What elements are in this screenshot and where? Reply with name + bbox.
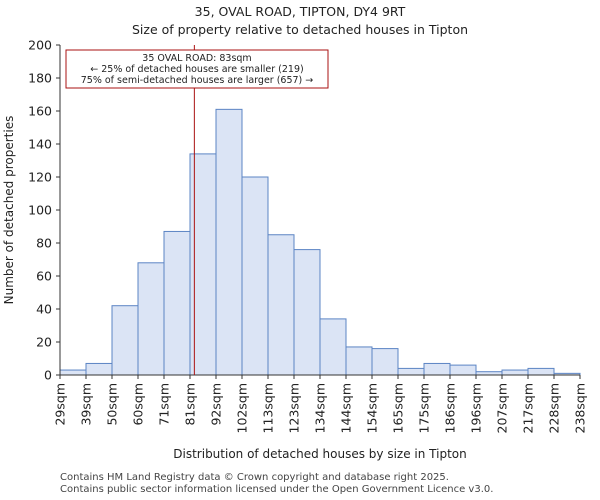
- footer-licence: Contains public sector information licen…: [60, 484, 494, 495]
- x-tick-label: 92sqm: [209, 383, 224, 426]
- histogram-bar: [241, 176, 269, 376]
- annotation-line: ← 25% of detached houses are smaller (21…: [90, 64, 303, 75]
- y-tick-label: 180: [28, 71, 52, 86]
- x-tick-label: 217sqm: [521, 383, 536, 433]
- footer-copyright: Contains HM Land Registry data © Crown c…: [60, 472, 449, 483]
- x-tick-label: 113sqm: [261, 383, 276, 433]
- y-axis-label: Number of detached properties: [2, 116, 16, 305]
- annotation-box: [65, 49, 329, 89]
- x-tick-label: 71sqm: [157, 383, 172, 426]
- y-tick-label: 120: [28, 170, 52, 185]
- x-tick-label: 238sqm: [573, 383, 588, 433]
- annotation-line: 35 OVAL ROAD: 83sqm: [142, 53, 251, 64]
- x-tick-label: 102sqm: [235, 383, 250, 433]
- y-tick-label: 160: [28, 104, 52, 119]
- x-tick-label: 134sqm: [313, 383, 328, 433]
- x-tick-label: 144sqm: [339, 383, 354, 433]
- x-tick-label: 186sqm: [443, 383, 458, 433]
- histogram-bar: [423, 362, 451, 376]
- x-tick-label: 39sqm: [79, 383, 94, 426]
- y-tick-label: 40: [36, 302, 52, 317]
- y-tick-label: 140: [28, 137, 52, 152]
- annotation-line: 75% of semi-detached houses are larger (…: [81, 75, 314, 86]
- y-tick-label: 200: [28, 38, 52, 53]
- y-tick-label: 20: [36, 335, 52, 350]
- x-tick-label: 29sqm: [53, 383, 68, 426]
- histogram-bar: [163, 230, 191, 376]
- histogram-bar: [449, 364, 477, 376]
- x-tick-label: 123sqm: [287, 383, 302, 433]
- x-tick-label: 207sqm: [495, 383, 510, 433]
- y-tick-label: 0: [44, 368, 52, 383]
- histogram-bar: [137, 262, 165, 376]
- histogram-bar: [293, 249, 321, 376]
- histogram-bar: [215, 108, 243, 376]
- histogram-bar: [397, 367, 425, 376]
- y-tick-label: 80: [36, 236, 52, 251]
- y-tick-label: 100: [28, 203, 52, 218]
- x-tick-label: 60sqm: [131, 383, 146, 426]
- histogram-bar: [501, 369, 529, 376]
- x-tick-label: 196sqm: [469, 383, 484, 433]
- histogram-bar: [267, 234, 295, 376]
- y-tick-label: 60: [36, 269, 52, 284]
- chart-subtitle: Size of property relative to detached ho…: [131, 22, 469, 37]
- histogram-bar: [527, 367, 555, 376]
- histogram-bar: [59, 369, 87, 376]
- histogram-bar: [111, 305, 139, 376]
- x-axis-label: Distribution of detached houses by size …: [173, 447, 466, 461]
- x-tick-label: 228sqm: [547, 383, 562, 433]
- x-tick-label: 165sqm: [391, 383, 406, 433]
- x-tick-label: 50sqm: [105, 383, 120, 426]
- histogram-bar: [345, 346, 373, 376]
- histogram-bar: [85, 362, 113, 376]
- x-tick-label: 175sqm: [417, 383, 432, 433]
- chart-title: 35, OVAL ROAD, TIPTON, DY4 9RT: [194, 4, 406, 19]
- x-tick-label: 154sqm: [365, 383, 380, 433]
- histogram-bar: [319, 318, 347, 376]
- x-tick-label: 81sqm: [183, 383, 198, 426]
- histogram-bar: [371, 348, 399, 376]
